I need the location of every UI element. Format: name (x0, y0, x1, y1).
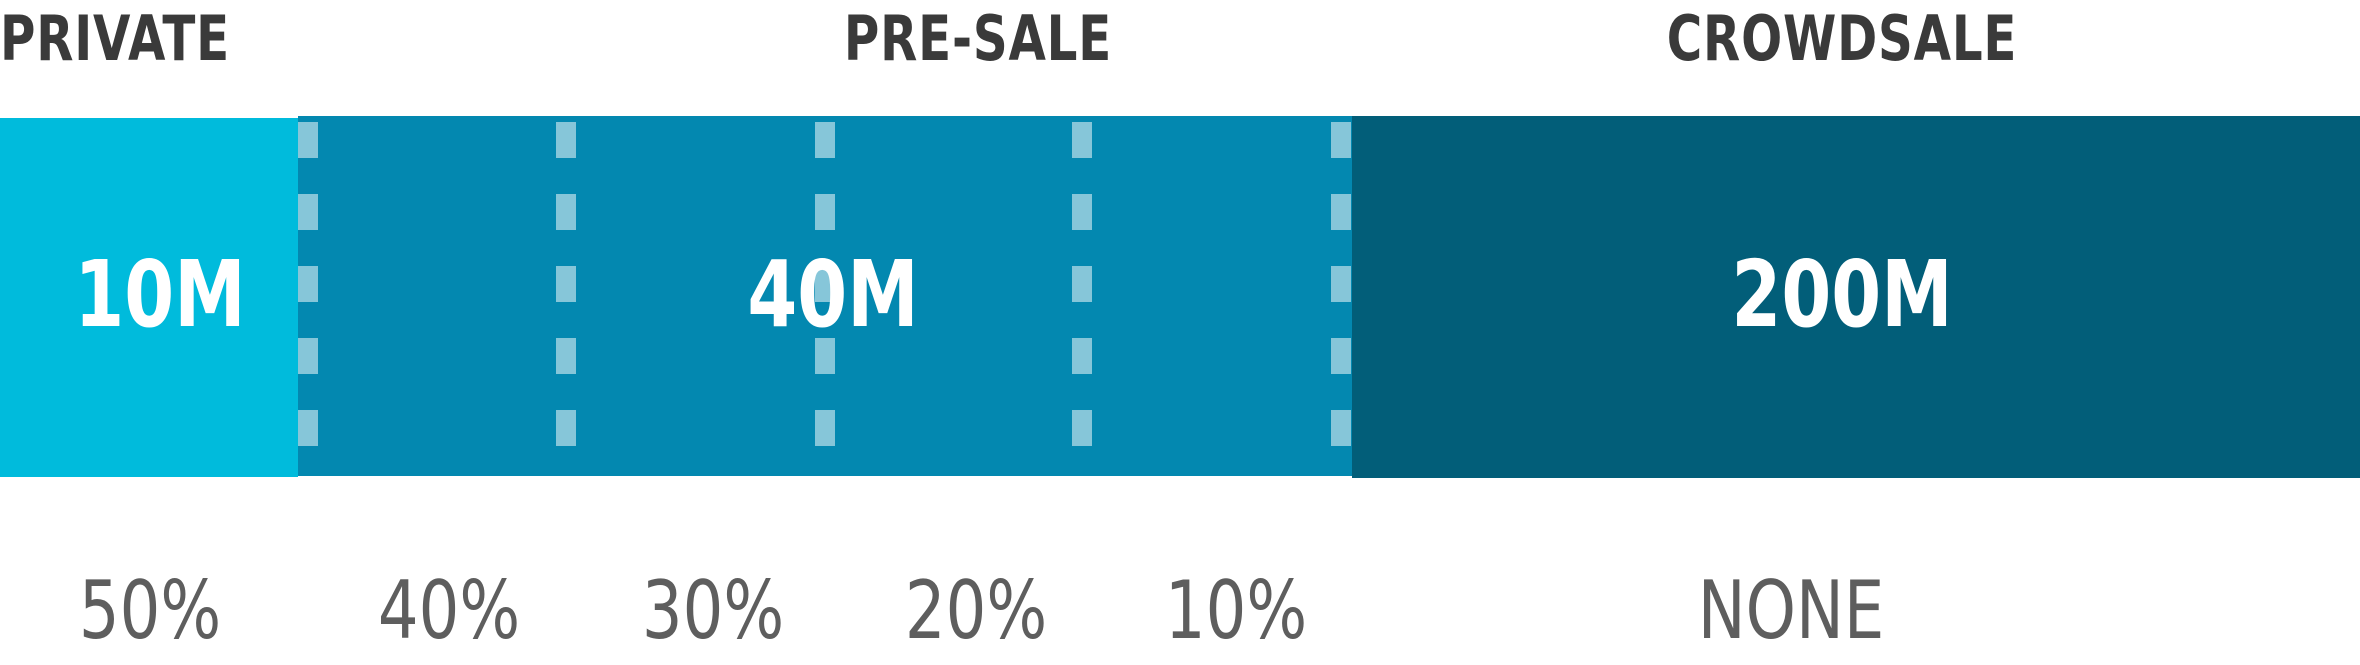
crowdsale-stage-title: CROWDSALE (1666, 2, 2018, 75)
private-stage-band (0, 118, 298, 477)
dashed-divider (815, 116, 835, 476)
dashed-divider (556, 116, 576, 476)
private-stage-amount: 10M (74, 241, 246, 348)
crowdsale-stage-band (1352, 116, 2360, 478)
bonus-label: 10% (1164, 564, 1308, 657)
presale-stage-title: PRE-SALE (843, 2, 1113, 75)
dashed-divider (298, 116, 318, 476)
bonus-label: NONE (1697, 564, 1885, 657)
dashed-divider (1072, 116, 1092, 476)
crowdsale-stage-amount: 200M (1731, 241, 1953, 348)
bonus-label: 30% (641, 564, 785, 657)
bonus-label: 50% (78, 564, 222, 657)
dashed-divider (1331, 116, 1351, 476)
private-stage-title: PRIVATE (0, 2, 230, 75)
bonus-label: 20% (904, 564, 1048, 657)
bonus-label: 40% (377, 564, 521, 657)
